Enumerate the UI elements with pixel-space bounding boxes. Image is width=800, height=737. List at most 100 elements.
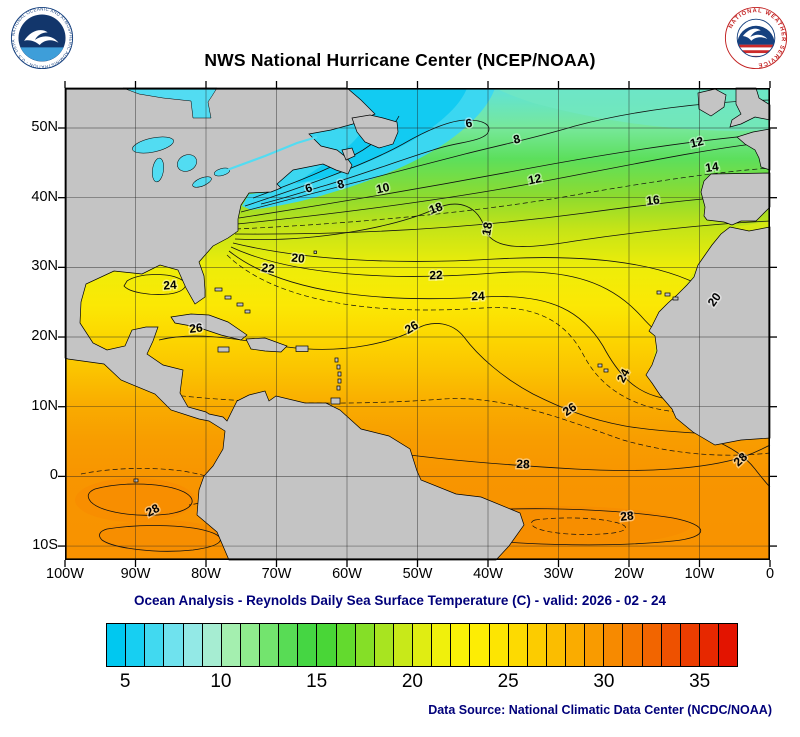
lake-michigan: [152, 157, 164, 183]
colorbar-cell: [413, 624, 433, 666]
lake-huron: [177, 154, 197, 172]
noaa-emblem-sea: [20, 47, 64, 62]
inland-water: [122, 87, 318, 188]
colorbar-cell: [719, 624, 738, 666]
colorbar-cell: [260, 624, 280, 666]
land-bahamas: [214, 287, 223, 292]
lon-tick-label: 100W: [46, 566, 84, 582]
hudson-james-bay: [122, 87, 218, 119]
colorbar-cell: [489, 624, 509, 666]
colorbar-cell: [623, 624, 643, 666]
land-jamaica: [217, 346, 230, 353]
page-title: NWS National Hurricane Center (NCEP/NOAA…: [204, 50, 596, 70]
contour-label: 12: [527, 171, 543, 188]
colorbar-cell: [202, 624, 222, 666]
colorbar-cell: [604, 624, 624, 666]
lat-tick-label: 30N: [31, 258, 58, 275]
data-source: Data Source: National Climatic Data Cent…: [428, 703, 772, 717]
lon-tick-label: 10W: [684, 566, 715, 582]
colorbar-cell: [279, 624, 299, 666]
lat-tick-label: 0: [49, 467, 58, 484]
pacific-warm-pool: [75, 478, 195, 522]
landmasses: [64, 87, 771, 561]
colorbar-tick-label: 5: [119, 671, 131, 692]
nws-emblem: [737, 19, 775, 57]
lat-tick-label: 10S: [32, 537, 58, 554]
contour-label: 18: [479, 221, 495, 237]
colorbar-cell: [107, 624, 127, 666]
colorbar-cell: [470, 624, 490, 666]
colorbar-cell: [451, 624, 471, 666]
contour-label: 14: [704, 159, 719, 175]
land-antilles: [334, 357, 339, 363]
lon-tick-label: 70W: [261, 566, 292, 582]
nws-gull-icon: [742, 28, 768, 41]
st-lawrence-river: [226, 135, 318, 172]
colorbar-cell: [432, 624, 452, 666]
lon-tick-label: 0: [765, 566, 775, 582]
contour-label: 10: [375, 180, 391, 197]
lake-erie: [192, 176, 212, 188]
land-africa: [645, 226, 771, 446]
nws-logo: NATIONAL WEATHER SERVICE: [724, 6, 788, 70]
land-bahamas: [224, 295, 232, 300]
colorbar-cell: [585, 624, 605, 666]
lake-superior: [132, 136, 174, 154]
lat-tick-label: 10N: [31, 397, 58, 414]
colorbar-tick-label: 25: [497, 671, 519, 692]
colorbar-cell: [661, 624, 681, 666]
contour-label: 12: [689, 134, 706, 151]
colorbar-cell: [680, 624, 700, 666]
land-bermuda: [313, 250, 317, 254]
colorbar-cell: [126, 624, 146, 666]
lat-tick-label: 50N: [31, 118, 58, 135]
lon-tick-label: 40W: [473, 566, 503, 582]
land-canary-islands: [672, 296, 679, 301]
land-antilles: [336, 364, 341, 370]
land-britain: [729, 87, 771, 128]
land-canary-islands: [664, 292, 671, 297]
lon-tick-label: 20W: [614, 566, 644, 582]
land-bahamas: [244, 309, 251, 314]
colorbar-tick-label: 15: [306, 671, 328, 692]
contour-label: 26: [189, 320, 204, 335]
land-canary-islands: [656, 290, 662, 295]
graticule: [65, 88, 770, 560]
contour-label: 20: [291, 251, 306, 266]
contour-label: 6: [465, 116, 474, 131]
colorbar-tick-label: 30: [593, 671, 615, 692]
lon-tick-label: 90W: [120, 566, 151, 582]
colorbar-tick-label: 35: [689, 671, 711, 692]
lon-tick-label: 60W: [332, 566, 362, 582]
sst-colorbar: [106, 623, 738, 667]
colorbar-cell: [374, 624, 394, 666]
colorbar-cell: [393, 624, 413, 666]
land-newfoundland: [351, 114, 399, 149]
contour-label: 22: [429, 268, 443, 282]
colorbar-cell: [298, 624, 318, 666]
lat-tick-label: 20N: [31, 328, 58, 345]
colorbar-cell: [317, 624, 337, 666]
lon-tick-label: 50W: [402, 566, 433, 582]
contour-label: 16: [646, 192, 661, 207]
lon-tick-label: 30W: [543, 566, 574, 582]
contour-label: 28: [620, 508, 635, 523]
land-bahamas: [236, 302, 244, 307]
colorbar-cell: [527, 624, 547, 666]
colorbar-cell: [642, 624, 662, 666]
land-trinidad: [330, 397, 341, 405]
contour-label: 24: [471, 289, 485, 303]
lon-tick-label: 80W: [191, 566, 221, 582]
colorbar-cell: [336, 624, 356, 666]
colorbar-cell: [145, 624, 165, 666]
land-antilles: [336, 385, 341, 391]
land-americas: [64, 87, 525, 561]
colorbar-cell: [508, 624, 528, 666]
colorbar-cell: [221, 624, 241, 666]
land-cape-verde: [603, 368, 609, 373]
land-antilles: [337, 371, 342, 377]
colorbar-cell: [183, 624, 203, 666]
land-puerto-rico: [295, 345, 309, 352]
land-iberia: [700, 172, 771, 226]
colorbar-cell: [164, 624, 184, 666]
